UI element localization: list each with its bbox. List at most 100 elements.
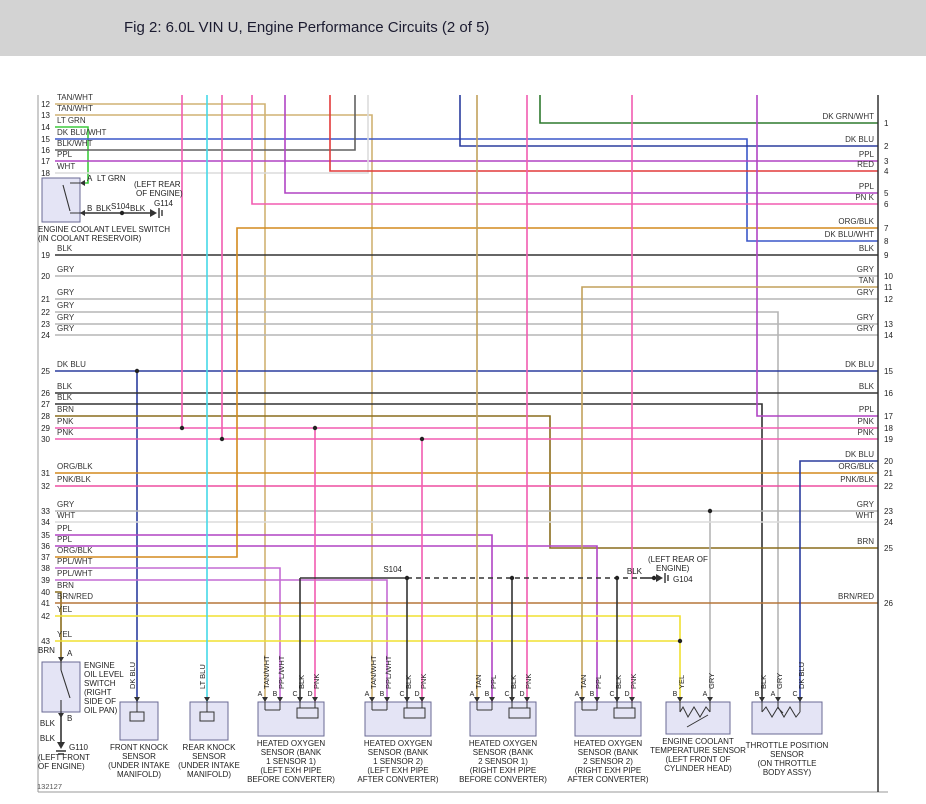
left-pin-number: 34 (41, 518, 50, 527)
ground-icon (56, 750, 66, 755)
pin-arrow-icon (262, 697, 268, 702)
left-pin-label: PPL/WHT (57, 557, 93, 566)
diagram-label: OF ENGINE) (136, 189, 183, 198)
right-pin-number: 6 (884, 200, 889, 209)
heated-oxygen-sensor-b2s1-caption: SENSOR (BANK (473, 748, 534, 757)
pin-arrow-icon (134, 697, 140, 702)
left-pin-number: 30 (41, 435, 50, 444)
right-pin-number: 2 (884, 142, 889, 151)
wire (55, 534, 493, 702)
left-pin-label: PPL (57, 524, 73, 533)
right-pin-label: PNK (858, 417, 875, 426)
pin-letter: C (792, 691, 797, 698)
right-pin-number: 23 (884, 507, 893, 516)
pin-letter: D (414, 691, 419, 698)
pin-letter: B (485, 691, 490, 698)
right-pin-number: 8 (884, 237, 889, 246)
diagram-label: BLK (130, 204, 146, 213)
right-pin-number: 1 (884, 119, 889, 128)
right-pin-label: DK BLU (845, 450, 874, 459)
wire-color-label: PPL (594, 675, 603, 689)
front-knock-sensor-caption: SENSOR (122, 752, 156, 761)
left-pin-number: 38 (41, 564, 50, 573)
right-pin-label: ORG/BLK (838, 462, 874, 471)
right-pin-label: PPL (859, 405, 875, 414)
right-pin-label: DK BLU (845, 360, 874, 369)
arrow-icon (58, 713, 64, 718)
diagram-label: S104 (383, 565, 402, 574)
right-pin-label: PN K (855, 193, 874, 202)
wire-color-label: YEL (677, 675, 686, 689)
right-pin-label: DK BLU/WHT (825, 230, 874, 239)
diagram-label: B (67, 714, 72, 723)
left-pin-number: 26 (41, 389, 50, 398)
right-pin-label: BRN/RED (838, 592, 874, 601)
right-pin-number: 15 (884, 367, 893, 376)
diagram-label: G114 (154, 199, 174, 208)
heated-oxygen-sensor-b2s1-caption: (RIGHT EXH PIPE (470, 766, 537, 775)
heated-oxygen-sensor-b2s1-caption: BEFORE CONVERTER) (459, 775, 547, 784)
left-pin-label: PPL (57, 535, 73, 544)
left-pin-label: DK BLU/WHT (57, 128, 106, 137)
left-pin-label: DK BLU (57, 360, 86, 369)
right-pin-label: GRY (857, 265, 875, 274)
left-pin-label: PPL (57, 150, 73, 159)
front-knock-sensor-caption: FRONT KNOCK (110, 743, 169, 752)
right-pin-label: PPL (859, 182, 875, 191)
heated-oxygen-sensor-b1s2-box (364, 701, 432, 737)
pin-letter: C (504, 691, 509, 698)
junction-dot (134, 368, 140, 374)
left-pin-label: TAN/WHT (57, 104, 93, 113)
pin-letter: A (470, 691, 475, 698)
left-pin-label: WHT (57, 162, 75, 171)
throttle-position-sensor-symbol (761, 702, 801, 718)
rear-knock-sensor-caption: MANIFOLD) (187, 770, 231, 779)
diagram-label: BLK (40, 719, 56, 728)
wire (756, 95, 878, 417)
wire-color-label: PPL/WHT (277, 655, 286, 689)
left-pin-number: 35 (41, 531, 50, 540)
left-pin-number: 36 (41, 542, 50, 551)
wire-color-label: PNK (312, 674, 321, 689)
left-pin-number: 14 (41, 123, 50, 132)
wire (55, 95, 369, 174)
engine-coolant-temperature-sensor-caption: (LEFT FRONT OF (665, 755, 730, 764)
wire (539, 95, 878, 124)
right-pin-label: GRY (857, 500, 875, 509)
left-pin-label: BLK (57, 393, 73, 402)
left-pin-number: 21 (41, 295, 50, 304)
right-pin-number: 25 (884, 544, 893, 553)
wire-color-label: PNK (419, 674, 428, 689)
left-pin-number: 25 (41, 367, 50, 376)
right-pin-number: 11 (884, 283, 893, 292)
pin-arrow-icon (384, 697, 390, 702)
diagram-label: A (67, 649, 73, 658)
left-pin-number: 41 (41, 599, 50, 608)
diagram-label: (IN COOLANT RESERVOIR) (38, 234, 142, 243)
pin-arrow-icon (594, 697, 600, 702)
junction-dot (312, 425, 318, 431)
right-pin-label: WHT (856, 511, 874, 520)
wire (581, 286, 878, 702)
figure-header: Fig 2: 6.0L VIN U, Engine Performance Ci… (0, 0, 926, 56)
heated-oxygen-sensor-b2s1-symbol (476, 702, 531, 719)
right-pin-number: 21 (884, 469, 893, 478)
pin-letter: A (365, 691, 370, 698)
wire (799, 460, 878, 702)
wire (55, 95, 356, 151)
heated-oxygen-sensor-b1s2-symbol (371, 702, 426, 719)
wire-color-label: BLK (404, 675, 413, 689)
wire (55, 227, 878, 558)
wire-color-label: TAN/WHT (369, 655, 378, 689)
right-pin-number: 4 (884, 167, 889, 176)
left-pin-label: BRN (57, 405, 74, 414)
diagram-label: ENGINE COOLANT LEVEL SWITCH (38, 225, 170, 234)
right-pin-label: BLK (859, 244, 875, 253)
junction-dot (119, 210, 125, 216)
left-pin-label: YEL (57, 630, 73, 639)
wire-color-label: DK BLU (128, 662, 137, 689)
right-pin-label: BRN (857, 537, 874, 546)
heated-oxygen-sensor-b1s1-symbol (264, 702, 319, 719)
left-pin-number: 23 (41, 320, 50, 329)
